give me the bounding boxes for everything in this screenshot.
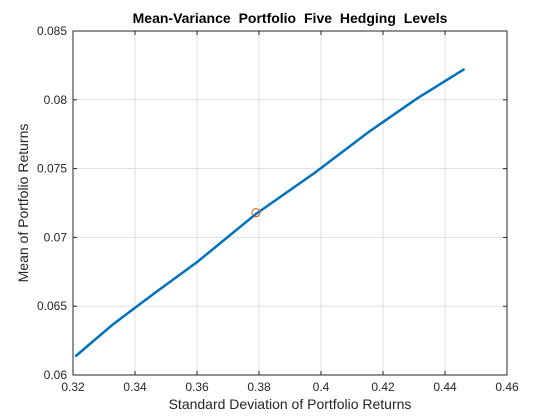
x-axis-label: Standard Deviation of Portfolio Returns [169,396,412,412]
plot-frame [72,30,508,376]
y-tick-label: 0.065 [37,299,67,313]
series-line [74,68,465,357]
x-tick-label: 0.46 [495,380,519,394]
x-tick-label: 0.42 [371,380,395,394]
chart-title: Mean-Variance Portfolio Five Hedging Lev… [133,10,448,26]
x-tick-label: 0.36 [185,380,209,394]
y-axis-label: Mean of Portfolio Returns [15,124,31,283]
series-layer [74,68,465,357]
x-tick-label: 0.34 [123,380,147,394]
highlight-point-marker [251,208,261,218]
y-tick-label: 0.085 [37,24,67,38]
y-tick-label: 0.07 [44,230,68,244]
y-tick-label: 0.06 [44,368,68,382]
y-tick-label: 0.08 [44,93,68,107]
y-tick-label: 0.075 [37,162,67,176]
x-tick-label: 0.4 [313,380,330,394]
x-tick-label: 0.44 [433,380,457,394]
x-tick-label: 0.32 [61,380,85,394]
ticks: 0.32 0.34 0.36 0.38 0.4 0.42 0.44 0.46 0.06 0.065… [37,24,519,394]
x-tick-label: 0.38 [247,380,271,394]
